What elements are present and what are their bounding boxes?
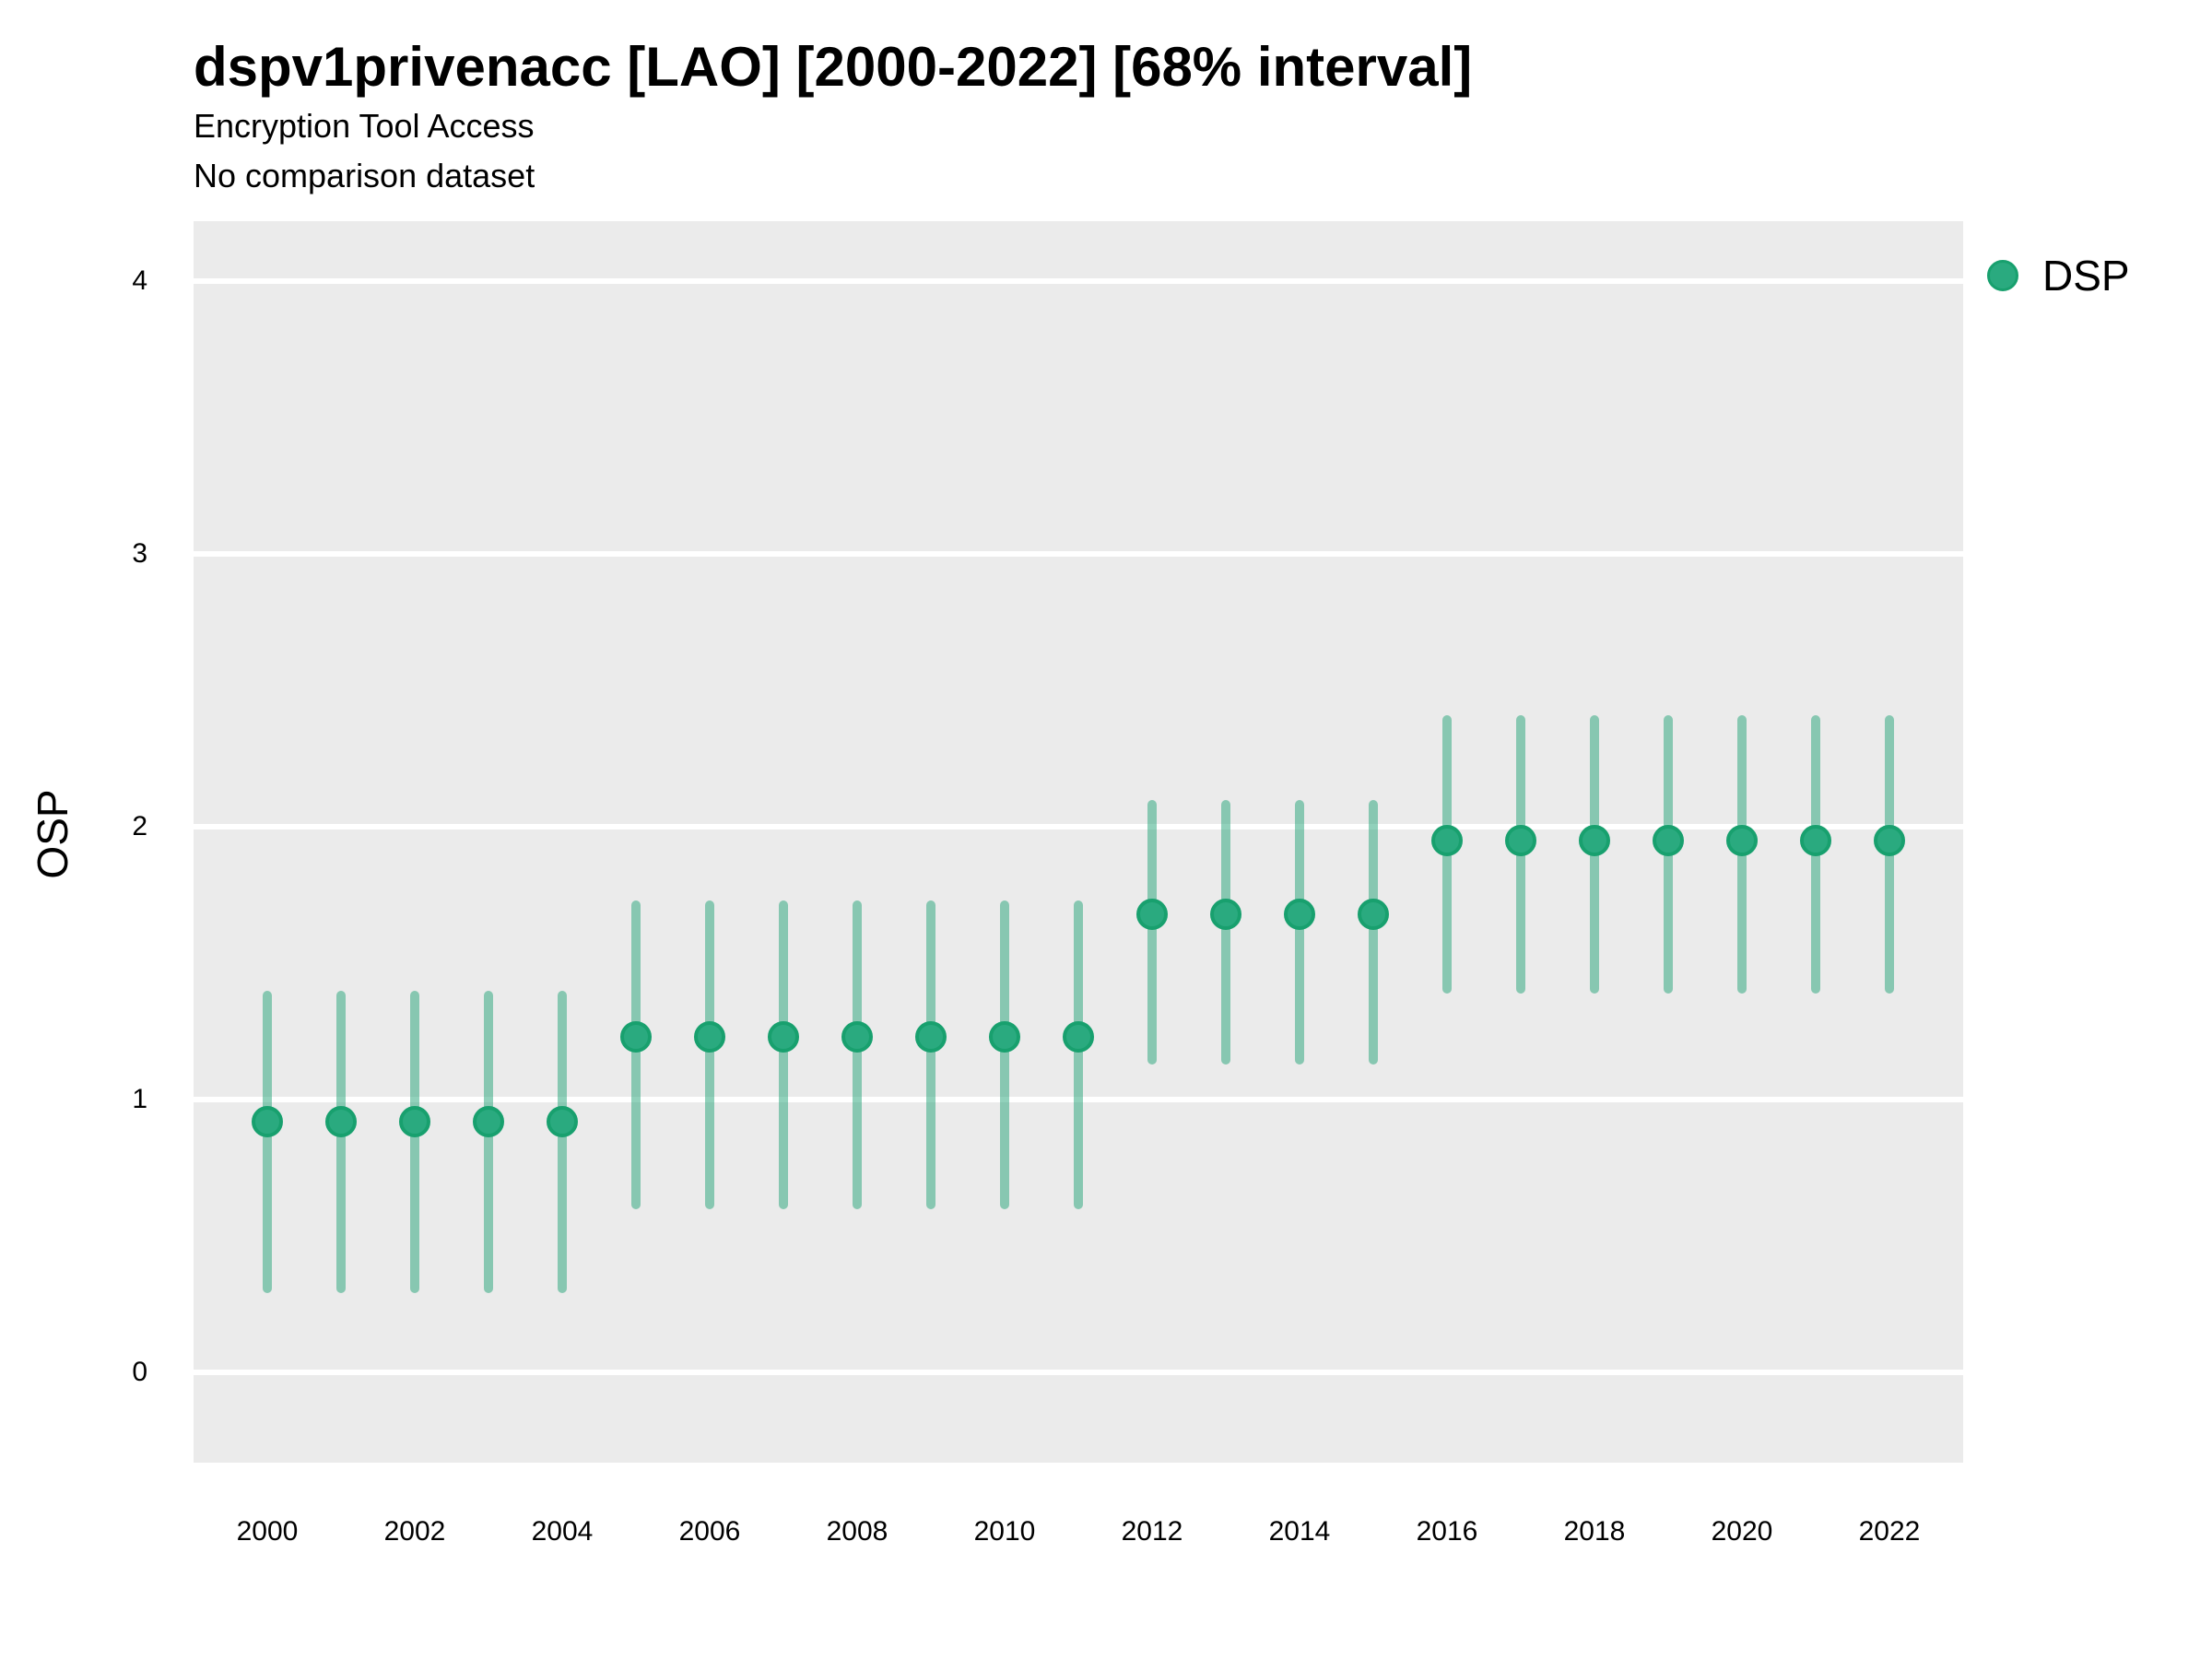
y-tick-label-0: 0 (132, 1357, 147, 1388)
data-point-2010 (989, 1021, 1020, 1053)
interval-line-2004 (558, 990, 567, 1294)
data-point-2003 (473, 1105, 504, 1137)
data-point-2015 (1358, 898, 1389, 930)
data-point-2021 (1800, 825, 1831, 857)
y-tick-label-2: 2 (132, 811, 147, 842)
interval-line-2010 (1000, 900, 1009, 1209)
interval-line-2012 (1147, 799, 1157, 1065)
x-tick-label-2020: 2020 (1711, 1516, 1773, 1547)
gridline-y-3 (194, 551, 1963, 558)
data-point-2002 (399, 1105, 430, 1137)
x-tick-label-2018: 2018 (1563, 1516, 1626, 1547)
comparison-note: No comparison dataset (194, 157, 535, 194)
interval-line-2001 (336, 990, 346, 1294)
interval-line-2014 (1295, 799, 1304, 1065)
data-point-2011 (1063, 1021, 1094, 1053)
data-point-2000 (252, 1105, 283, 1137)
x-tick-label-2022: 2022 (1858, 1516, 1921, 1547)
x-tick-label-2008: 2008 (826, 1516, 888, 1547)
gridline-y-4 (194, 278, 1963, 285)
interval-line-2003 (484, 990, 493, 1294)
gridline-y-0 (194, 1370, 1963, 1376)
data-point-2007 (768, 1021, 799, 1053)
data-point-2008 (841, 1021, 873, 1053)
x-tick-label-2000: 2000 (236, 1516, 299, 1547)
interval-line-2000 (263, 990, 272, 1294)
data-point-2014 (1284, 898, 1315, 930)
y-tick-label-4: 4 (132, 265, 147, 297)
data-point-2022 (1874, 825, 1905, 857)
gridline-y-2 (194, 824, 1963, 830)
interval-line-2013 (1221, 799, 1230, 1065)
interval-line-2015 (1369, 799, 1378, 1065)
x-tick-label-2002: 2002 (383, 1516, 446, 1547)
data-point-2001 (325, 1105, 357, 1137)
y-tick-label-3: 3 (132, 538, 147, 570)
interval-line-2006 (705, 900, 714, 1209)
data-point-2020 (1726, 825, 1758, 857)
data-point-2017 (1505, 825, 1536, 857)
interval-line-2008 (853, 900, 862, 1209)
x-tick-label-2012: 2012 (1121, 1516, 1183, 1547)
x-tick-label-2010: 2010 (973, 1516, 1036, 1547)
interval-line-2002 (410, 990, 419, 1294)
chart-title: dspv1privenacc [LAO] [2000-2022] [68% in… (194, 36, 1473, 98)
legend: DSP (1987, 251, 2130, 300)
plot-panel (194, 221, 1963, 1463)
data-point-2018 (1579, 825, 1610, 857)
x-tick-label-2006: 2006 (678, 1516, 741, 1547)
data-point-2006 (694, 1021, 725, 1053)
data-point-2019 (1653, 825, 1684, 857)
data-point-2016 (1431, 825, 1463, 857)
data-point-2012 (1136, 898, 1168, 930)
data-point-2013 (1210, 898, 1241, 930)
interval-line-2007 (779, 900, 788, 1209)
chart-subtitle: Encryption Tool Access (194, 107, 535, 145)
interval-line-2011 (1074, 900, 1083, 1209)
legend-point-icon (1987, 260, 2018, 291)
interval-line-2005 (631, 900, 641, 1209)
x-tick-label-2014: 2014 (1268, 1516, 1331, 1547)
data-point-2004 (547, 1105, 578, 1137)
legend-series-label: DSP (2042, 252, 2130, 300)
interval-line-2009 (926, 900, 935, 1209)
y-tick-label-1: 1 (132, 1084, 147, 1115)
x-tick-label-2004: 2004 (531, 1516, 594, 1547)
data-point-2009 (915, 1021, 947, 1053)
data-point-2005 (620, 1021, 652, 1053)
x-tick-label-2016: 2016 (1416, 1516, 1478, 1547)
